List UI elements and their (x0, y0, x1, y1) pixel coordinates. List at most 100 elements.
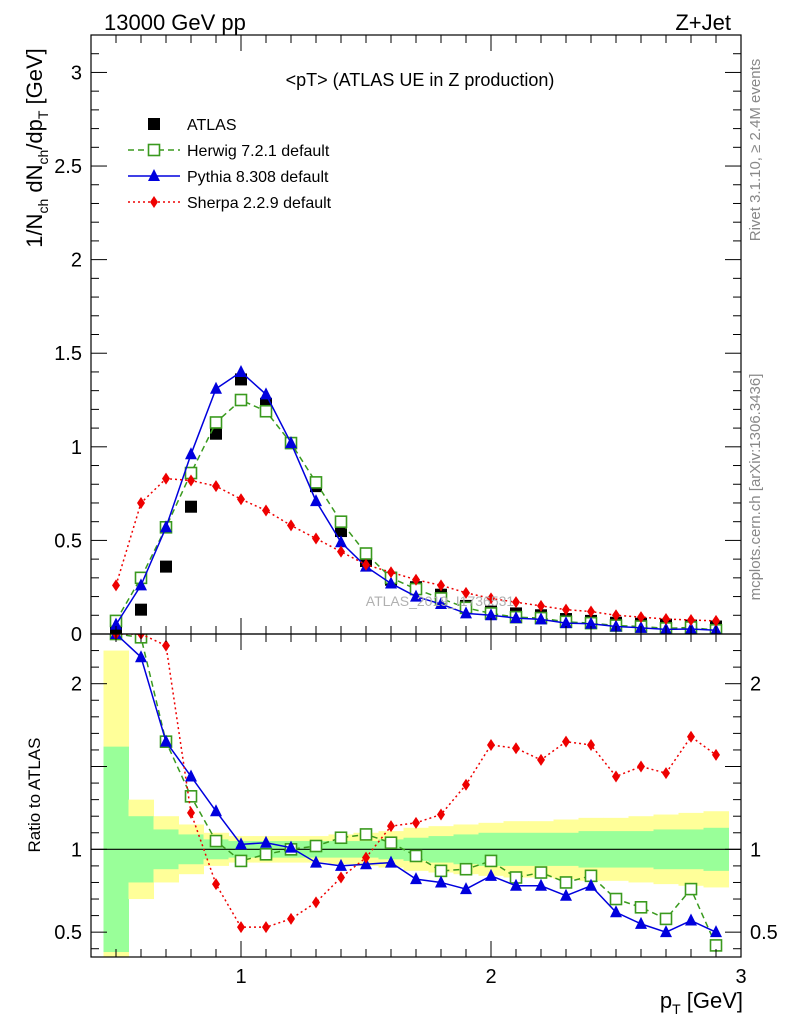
main-herwig-point (234, 393, 248, 407)
main-pythia-point (335, 535, 347, 548)
main-sherpa-point (587, 605, 595, 618)
main-pythia-point (560, 616, 572, 629)
legend-label: Sherpa 2.2.9 default (187, 195, 332, 212)
main-herwig-point (359, 547, 373, 560)
main-sherpa-point (712, 614, 720, 627)
main-sherpa-point (637, 611, 645, 624)
ratio-herwig-point (459, 862, 473, 876)
plot-title: <pT> (ATLAS UE in Z production) (286, 70, 555, 90)
ratio-sherpa-point (612, 770, 620, 783)
main-pythia-point (485, 608, 497, 621)
ratio-pythia-point (635, 916, 647, 929)
ratio-herwig-point (384, 836, 398, 850)
ratio-herwig-line (115, 634, 717, 946)
ratio-herwig-point (559, 876, 573, 889)
ratio-y-tick-label-right: 0.5 (750, 922, 778, 944)
main-herwig-point (259, 404, 273, 418)
main-sherpa-point (387, 566, 395, 579)
legend-item-herwig: Herwig 7.2.1 default (128, 143, 330, 160)
legend-marker (148, 169, 160, 181)
main-sherpa-point (612, 609, 620, 622)
legend-label: ATLAS (187, 117, 237, 134)
ratio-y-tick-label-right: 1 (750, 839, 761, 861)
ratio-sherpa-point (462, 778, 470, 791)
main-sherpa-point (112, 579, 120, 592)
main-pythia-point (185, 447, 197, 460)
y-tick-label: 1 (71, 437, 82, 459)
ratio-herwig-point (609, 892, 623, 906)
ratio-herwig-point (259, 848, 273, 861)
ratio-sherpa-point (687, 730, 695, 743)
plot-frames: 1 2 300.511.522.530.5 0.51 12 2 (54, 34, 778, 988)
ratio-pythia-point (235, 837, 247, 850)
ratio-pythia-point (585, 878, 597, 891)
legend: ATLAS Herwig 7.2.1 default Pythia 8.308 de… (128, 117, 332, 212)
main-sherpa-point (312, 532, 320, 545)
ratio-sherpa-point (662, 767, 670, 780)
ratio-sherpa-point (287, 912, 295, 925)
main-pythia-point (210, 381, 222, 394)
y-tick-label: 0.5 (54, 530, 82, 552)
ratio-pythia-point (310, 855, 322, 868)
main-pythia-point (585, 616, 597, 629)
ratio-y-tick-label: 0.5 (54, 922, 82, 944)
y-tick-label: 1.5 (54, 343, 82, 365)
main-pythia-point (310, 494, 322, 507)
main-data-point (185, 500, 197, 513)
x-tick-label: 2 (485, 966, 496, 988)
ratio-sherpa-point (237, 921, 245, 934)
main-pythia-point (435, 597, 447, 610)
main-herwig-point (309, 476, 323, 489)
main-sherpa-point (562, 603, 570, 616)
main-herwig-point (334, 515, 348, 528)
ratio-sherpa-point (637, 760, 645, 773)
energy-label: 13000 GeV pp (104, 10, 246, 35)
x-tick-label: 1 (235, 966, 246, 988)
ratio-pythia-point (260, 835, 272, 848)
ratio-y-axis-label: Ratio to ATLAS (25, 738, 44, 853)
main-data-point (210, 427, 222, 440)
main-sherpa-point (212, 480, 220, 493)
ratio-herwig-point (659, 912, 673, 926)
ratio-pythia-point (460, 882, 472, 895)
main-pythia-point (135, 578, 147, 591)
ratio-y-tick-label: 2 (71, 674, 82, 696)
main-sherpa-point (262, 504, 270, 517)
ratio-sherpa-point (162, 639, 170, 652)
legend-label: Herwig 7.2.1 default (187, 143, 330, 160)
mcplots-label: mcplots.cern.ch [arXiv:1306.3436] (747, 374, 764, 601)
ratio-sherpa-point (362, 851, 370, 864)
main-y-axis-label: 1/Nch dNch/dpT [GeV] (22, 48, 51, 248)
main-sherpa-point (187, 474, 195, 487)
ratio-herwig-point (409, 849, 423, 863)
ratio-herwig-point (209, 834, 223, 848)
main-sherpa-point (412, 573, 420, 586)
ratio-sherpa-point (262, 921, 270, 934)
main-pythia-point (260, 387, 272, 400)
legend-marker (147, 143, 161, 157)
main-pythia-point (535, 612, 547, 625)
ratio-pythia-point (160, 734, 172, 747)
ratio-plot-panel (91, 634, 741, 952)
ratio-sherpa-point (437, 808, 445, 821)
main-herwig-point (209, 416, 223, 429)
ratio-herwig-point (234, 854, 248, 868)
ratio-pythia-point (285, 840, 297, 853)
ratio-sherpa-point (387, 820, 395, 833)
y-tick-label: 2.5 (54, 156, 82, 178)
main-pythia-point (510, 611, 522, 624)
ratio-sherpa-point (412, 816, 420, 829)
ratio-herwig-point (434, 864, 448, 878)
main-sherpa-point (287, 519, 295, 532)
legend-marker (148, 118, 160, 130)
ratio-pythia-point (435, 875, 447, 888)
ratio-herwig-point (484, 854, 498, 868)
main-sherpa-point (237, 493, 245, 506)
ratio-y-tick-label: 1 (71, 839, 82, 861)
legend-item-sherpa: Sherpa 2.2.9 default (128, 195, 332, 212)
main-pythia-point (235, 364, 247, 377)
x-axis-label: pT [GeV] (660, 988, 743, 1017)
ratio-pythia-point (560, 888, 572, 901)
main-data-point (160, 560, 172, 573)
